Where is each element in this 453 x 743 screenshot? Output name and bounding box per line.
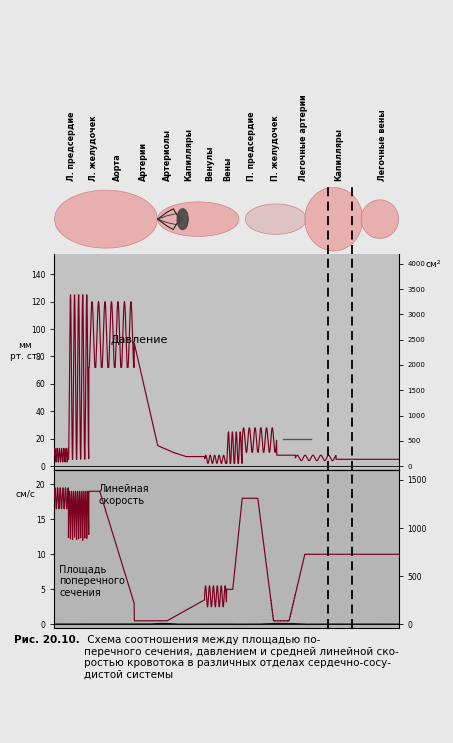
Text: Артериолы: Артериолы [163, 129, 172, 181]
Polygon shape [361, 200, 399, 239]
Text: Венулы: Венулы [205, 146, 214, 181]
Polygon shape [305, 187, 363, 251]
Text: Капилляры: Капилляры [184, 128, 193, 181]
Text: Легочные вены: Легочные вены [379, 109, 387, 181]
Text: Линейная
скорость: Линейная скорость [98, 484, 149, 506]
Text: Рис. 20.10.: Рис. 20.10. [14, 635, 79, 645]
Polygon shape [245, 204, 306, 234]
Text: П. предсердие: П. предсердие [247, 111, 256, 181]
Text: Давление: Давление [111, 335, 168, 345]
Text: П. желудочек: П. желудочек [270, 115, 280, 181]
Polygon shape [158, 202, 239, 236]
Text: Легочные артерии: Легочные артерии [299, 94, 308, 181]
Text: Капилляры: Капилляры [335, 128, 344, 181]
Text: мм
рт. ст.: мм рт. ст. [10, 342, 40, 361]
Text: Л. желудочек: Л. желудочек [89, 115, 98, 181]
Text: Л. предсердие: Л. предсердие [67, 111, 76, 181]
Polygon shape [54, 190, 158, 248]
Text: Схема соотношения между площадью по-
перечного сечения, давлением и средней лине: Схема соотношения между площадью по- пер… [84, 635, 399, 680]
Text: см²: см² [425, 260, 441, 269]
Text: Аорта: Аорта [112, 153, 121, 181]
Text: Артерии: Артерии [139, 142, 148, 181]
Text: Площадь
поперечного
сечения: Площадь поперечного сечения [59, 565, 125, 598]
Ellipse shape [177, 209, 188, 230]
Text: Вены: Вены [224, 157, 232, 181]
Text: см/с: см/с [15, 490, 35, 499]
